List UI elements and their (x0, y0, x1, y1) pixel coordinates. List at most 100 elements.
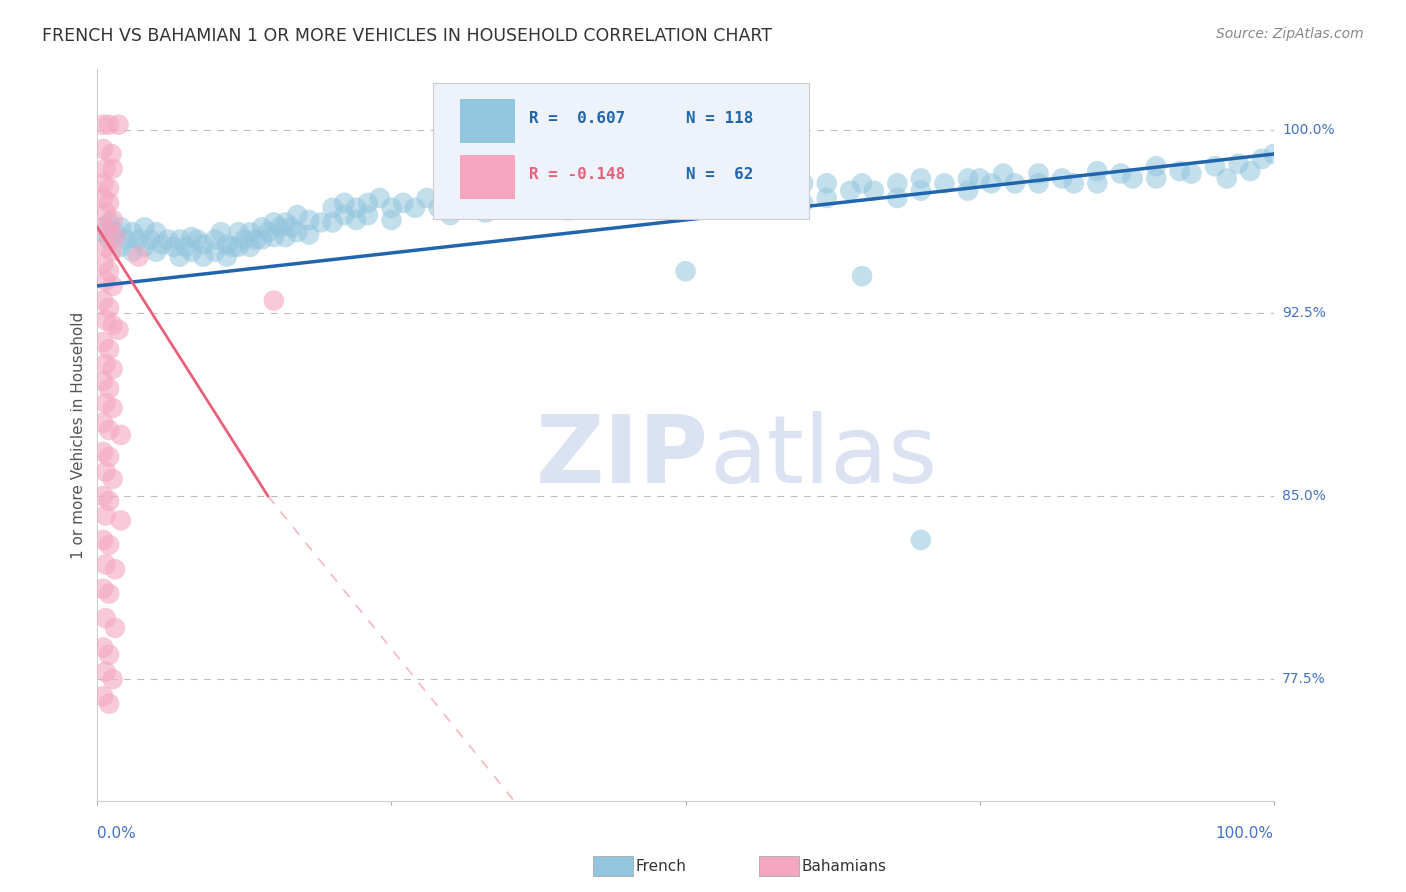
Point (156, 233, 179, 247)
Point (91, 640, 114, 655)
Point (98, 215, 121, 229)
Point (101, 161, 124, 176)
Point (280, 220, 302, 235)
Point (886, 177, 908, 191)
Point (257, 225, 280, 239)
Point (1028, 177, 1050, 191)
Point (94, 240, 117, 254)
Point (675, 195, 697, 210)
Point (104, 621, 127, 635)
Point (1085, 177, 1108, 191)
Point (463, 201, 485, 215)
Point (94, 611, 117, 625)
Text: ZIP: ZIP (536, 411, 709, 503)
Point (94, 205, 117, 219)
Point (91, 257, 114, 271)
Point (616, 188, 638, 202)
Point (204, 244, 226, 259)
Point (101, 318, 124, 332)
Point (533, 195, 555, 210)
Point (98, 697, 121, 711)
Point (474, 205, 496, 219)
Point (121, 225, 143, 239)
Point (91, 374, 114, 388)
Point (94, 465, 117, 479)
Point (98, 225, 121, 239)
Point (94, 396, 117, 410)
Point (134, 240, 156, 254)
Point (239, 240, 262, 254)
Point (1239, 164, 1261, 178)
Point (285, 208, 308, 222)
Point (263, 215, 285, 229)
Point (956, 184, 979, 198)
Point (439, 208, 461, 222)
Point (322, 201, 344, 215)
Point (1144, 171, 1167, 186)
Point (910, 184, 932, 198)
Text: French: French (636, 859, 686, 873)
Point (94, 274, 117, 288)
Point (107, 323, 129, 337)
Point (98, 587, 121, 601)
Point (333, 208, 356, 222)
Point (139, 233, 162, 247)
Text: R =  0.607: R = 0.607 (529, 111, 626, 126)
Point (980, 177, 1002, 191)
Text: N = 118: N = 118 (686, 111, 754, 126)
Point (322, 215, 344, 229)
Point (134, 220, 156, 235)
Point (1063, 177, 1085, 191)
Point (993, 167, 1015, 181)
Point (298, 227, 321, 242)
Point (94, 357, 117, 371)
Point (851, 269, 873, 284)
Text: R = -0.148: R = -0.148 (529, 168, 626, 182)
Point (439, 195, 461, 210)
Point (1227, 157, 1250, 171)
Point (98, 118, 121, 132)
Point (101, 279, 124, 293)
Point (792, 177, 814, 191)
Point (98, 343, 121, 357)
Point (98, 181, 121, 195)
Point (233, 233, 256, 247)
Point (128, 233, 150, 247)
Point (581, 184, 603, 198)
Point (91, 690, 114, 704)
Point (204, 233, 226, 247)
Point (100, 244, 122, 259)
Point (169, 250, 191, 264)
FancyBboxPatch shape (433, 83, 808, 219)
Point (522, 191, 544, 205)
Point (697, 184, 720, 198)
Point (269, 220, 291, 235)
Point (101, 362, 124, 376)
Point (98, 264, 121, 278)
Point (1085, 164, 1108, 178)
Point (1050, 171, 1073, 186)
Point (98, 382, 121, 396)
Point (1109, 167, 1132, 181)
Point (91, 191, 114, 205)
Text: 92.5%: 92.5% (1282, 306, 1326, 320)
Point (215, 237, 238, 252)
Point (101, 401, 124, 415)
Point (969, 171, 991, 186)
Point (98, 423, 121, 437)
Point (101, 672, 124, 686)
Point (110, 220, 132, 235)
Text: N =  62: N = 62 (686, 168, 754, 182)
Point (675, 264, 697, 278)
Point (193, 237, 215, 252)
Point (815, 191, 838, 205)
Point (274, 215, 297, 229)
Point (934, 177, 956, 191)
Text: FRENCH VS BAHAMIAN 1 OR MORE VEHICLES IN HOUSEHOLD CORRELATION CHART: FRENCH VS BAHAMIAN 1 OR MORE VEHICLES IN… (42, 27, 772, 45)
Point (163, 240, 186, 254)
Y-axis label: 1 or more Vehicles in Household: 1 or more Vehicles in Household (72, 311, 86, 558)
Point (115, 233, 138, 247)
Text: 0.0%: 0.0% (97, 826, 136, 841)
Point (557, 203, 579, 218)
Point (150, 237, 173, 252)
